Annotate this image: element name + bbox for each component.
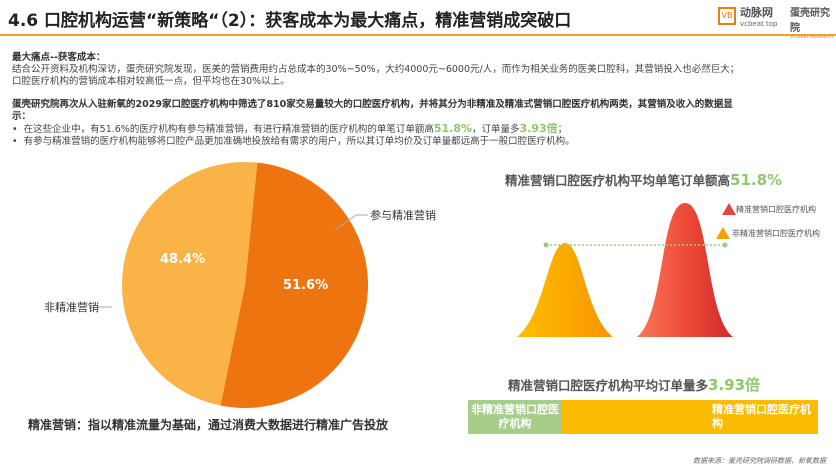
bell-precise (637, 203, 733, 337)
bullet-1: • 在这些企业中，有51.6%的医疗机构有参与精准营销，有进行精准营销的医疗机构… (12, 122, 568, 136)
pie-slice (122, 162, 258, 406)
intro-para: 示： (12, 111, 32, 122)
bell-chart: 精准营销口腔医疗机构 非精准营销口腔医疗机构 (517, 203, 820, 337)
pie-value-nonprecise: 48.4% (160, 252, 205, 267)
pie-label-nonprecise: 非精准营销 (44, 300, 99, 314)
leader-line (334, 214, 357, 231)
legend-triangle-icon (716, 227, 730, 239)
pie-slice (220, 162, 369, 409)
chart2-title: 精准营销口腔医疗机构平均订单量多3.93倍 (508, 376, 761, 394)
legend-triangle-icon (722, 203, 736, 215)
vcbeat-logo: VB 动脉网 vcbeat.top (718, 4, 777, 28)
legend-label: 非精准营销口腔医疗机构 (732, 228, 820, 238)
source-note: 数据来源：蛋壳研究院调研数据、新氧数据 (693, 457, 826, 465)
page-title: 4.6 口腔机构运营“新策略“（2）：获客成本为最大痛点，精准营销成突破口 (8, 11, 572, 31)
pie-note: 精准营销：指以精准流量为基础，通过消费大数据进行精准广告投放 (28, 418, 389, 432)
bell-nonprecise (517, 243, 613, 337)
bullet-2: • 有参与精准营销的医疗机构能够将口腔产品更加准确地投放给有需求的用户，所以其订… (12, 136, 575, 147)
bar-nonprecise: 非精准营销口腔医疗机构 (468, 400, 562, 434)
intro-line: 结合公开资料及机构深访，蛋壳研究院发现，医美的营销费用约占总成本的30%~50%… (12, 64, 740, 75)
legend-label: 精准营销口腔医疗机构 (736, 204, 816, 214)
pie-chart: 参与精准营销 非精准营销 51.6% 48.4% (44, 162, 436, 409)
vbr-logo: 蛋壳研究院 VCBeat Research (790, 8, 833, 40)
bar-precise: 精准营销口腔医疗机构 (562, 400, 818, 434)
title-divider (0, 34, 836, 36)
pie-value-precise: 51.6% (283, 278, 328, 293)
intro-heading: 最大痛点--获客成本： (12, 52, 106, 63)
intro-para: 蛋壳研究院再次从入驻新氧的2029家口腔医疗机构中筛选了810家交易量较大的口腔… (12, 99, 733, 110)
intro-line: 口腔医疗机构的营销成本相对较高低一点，但平均也在30%以上。 (12, 76, 290, 87)
chart1-title: 精准营销口腔医疗机构平均单笔订单额高51.8% (505, 171, 783, 189)
pie-label-precise: 参与精准营销 (370, 208, 436, 222)
